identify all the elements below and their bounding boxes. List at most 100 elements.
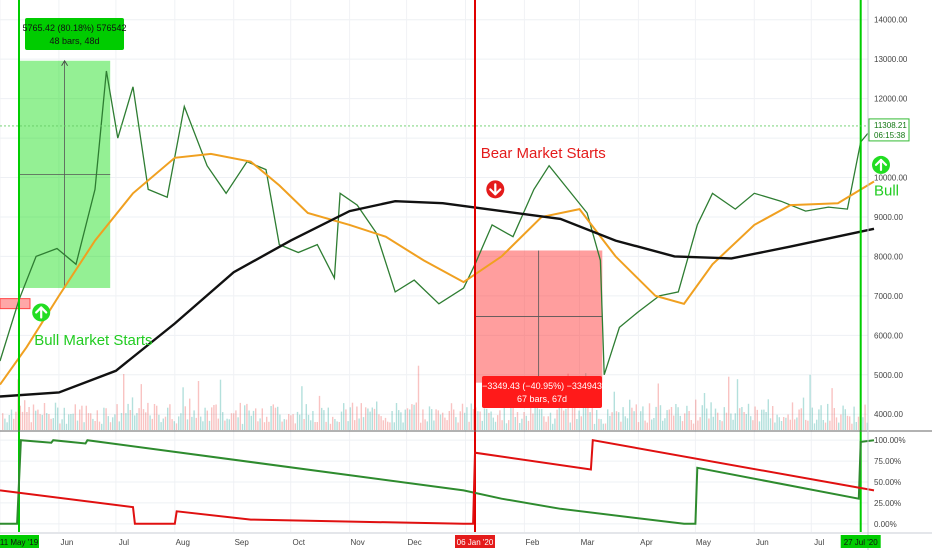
volume-bar bbox=[778, 417, 780, 430]
volume-bar bbox=[717, 412, 719, 430]
volume-bar bbox=[261, 408, 263, 430]
time-highlight-box-3 bbox=[840, 535, 881, 548]
volume-bar bbox=[525, 415, 527, 430]
volume-bar bbox=[677, 407, 679, 430]
volume-bar bbox=[334, 419, 336, 430]
volume-bar bbox=[395, 403, 398, 430]
volume-bar bbox=[219, 379, 222, 430]
volume-bar bbox=[565, 408, 567, 430]
volume-bar bbox=[466, 407, 468, 430]
price-tick-label: 7000.00 bbox=[874, 292, 903, 301]
volume-bar bbox=[387, 421, 389, 430]
volume-bar bbox=[459, 411, 461, 430]
volume-bar bbox=[85, 405, 87, 430]
volume-bar bbox=[464, 412, 466, 430]
volume-bar bbox=[739, 408, 741, 430]
volume-bar bbox=[314, 422, 316, 430]
volume-bar bbox=[123, 374, 125, 430]
volume-bar bbox=[250, 415, 252, 430]
volume-bar bbox=[763, 409, 765, 430]
volume-bar bbox=[351, 402, 354, 430]
price-tick-label: 14000.00 bbox=[874, 16, 908, 25]
volume-bar bbox=[37, 409, 39, 430]
volume-bar bbox=[631, 407, 633, 430]
volume-bar bbox=[59, 423, 61, 430]
volume-bar bbox=[620, 421, 622, 430]
volume-bar bbox=[103, 407, 105, 430]
volume-bar bbox=[666, 410, 668, 430]
annotation-layer: Bull Market Starts Bear Market Starts Bull bbox=[32, 145, 899, 349]
volume-bar bbox=[362, 417, 365, 430]
volume-bar bbox=[343, 403, 345, 430]
oscillator-green-line bbox=[0, 439, 875, 525]
moving-average-black bbox=[0, 199, 875, 398]
volume-bar bbox=[688, 411, 690, 430]
volume-bar bbox=[332, 416, 334, 430]
volume-bar bbox=[70, 414, 72, 430]
volume-bar bbox=[138, 408, 140, 430]
volume-bar bbox=[864, 404, 866, 430]
volume-bar bbox=[307, 414, 310, 430]
volume-bar bbox=[74, 404, 76, 430]
volume-bar bbox=[120, 413, 123, 430]
volume-bar bbox=[554, 418, 556, 430]
volume-bar bbox=[136, 413, 138, 430]
volume-bar bbox=[186, 419, 189, 430]
volume-bar bbox=[468, 421, 470, 430]
volume-bar bbox=[79, 409, 81, 430]
volume-bar bbox=[380, 416, 382, 430]
volume-bar bbox=[488, 412, 490, 430]
measure-arrowhead bbox=[61, 59, 68, 66]
volume-bar bbox=[98, 421, 101, 430]
volume-bar bbox=[272, 404, 274, 430]
time-tick-label: Nov bbox=[350, 538, 364, 547]
volume-bar bbox=[428, 406, 431, 430]
volume-bar bbox=[798, 409, 800, 430]
volume-bar bbox=[490, 411, 492, 430]
time-highlight-box-2 bbox=[455, 535, 495, 548]
resistance-box bbox=[0, 298, 31, 310]
volume-bar bbox=[576, 419, 578, 430]
volume-bar bbox=[835, 417, 838, 430]
volume-bar bbox=[714, 408, 717, 430]
volume-bar bbox=[602, 423, 604, 430]
volume-bar bbox=[723, 407, 725, 430]
volume-bar bbox=[644, 420, 646, 430]
volume-bar bbox=[116, 404, 118, 430]
volume-bar bbox=[442, 412, 444, 430]
volume-bar bbox=[76, 420, 79, 430]
volume-bar bbox=[563, 410, 565, 430]
volume-bar bbox=[41, 414, 43, 430]
volume-bar bbox=[569, 422, 571, 430]
volume-bar bbox=[838, 422, 840, 430]
volume-bar bbox=[131, 397, 134, 430]
volume-bar bbox=[596, 410, 598, 430]
volume-bar bbox=[349, 407, 351, 430]
volume-bar bbox=[510, 406, 512, 430]
volume-bar bbox=[840, 414, 842, 430]
volume-bar bbox=[303, 419, 305, 430]
volume-bar bbox=[587, 406, 589, 430]
volume-bar bbox=[61, 419, 63, 430]
volume-bar bbox=[664, 418, 666, 430]
volume-bar bbox=[686, 405, 688, 430]
volume-bar bbox=[767, 399, 769, 430]
volume-bar bbox=[538, 409, 541, 430]
volume-bar bbox=[140, 384, 142, 430]
annotation-text-3: Bull bbox=[874, 182, 899, 199]
volume-bar bbox=[695, 399, 697, 430]
volume-bar bbox=[213, 405, 215, 430]
volume-bar bbox=[659, 405, 662, 430]
volume-bar bbox=[703, 393, 706, 430]
volume-bar bbox=[360, 403, 362, 430]
volume-bar bbox=[648, 403, 651, 430]
volume-bar bbox=[589, 412, 591, 430]
volume-bar bbox=[173, 421, 175, 430]
volume-bar bbox=[776, 414, 778, 430]
volume-bar bbox=[52, 418, 54, 430]
grid-layer bbox=[0, 0, 868, 532]
price-tick-label: 12000.00 bbox=[874, 95, 908, 104]
volume-bar bbox=[607, 409, 609, 430]
volume-bar bbox=[340, 411, 343, 430]
